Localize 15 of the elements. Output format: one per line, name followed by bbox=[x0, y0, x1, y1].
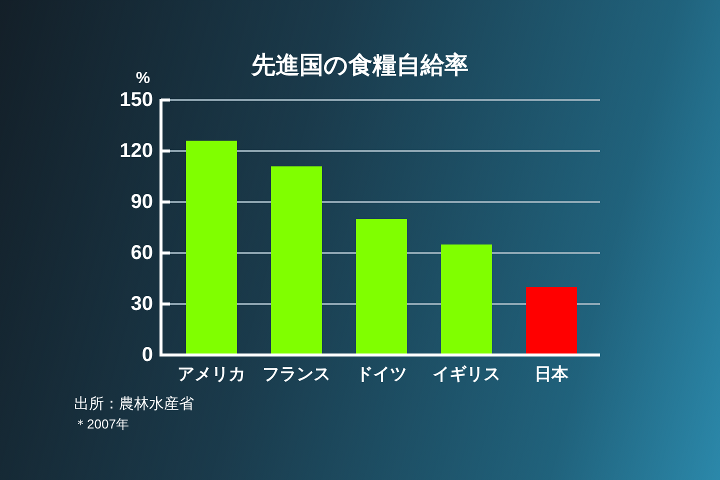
x-tick-label: 日本 bbox=[534, 364, 570, 384]
x-tick-label: フランス bbox=[262, 364, 330, 384]
y-tick-label: 0 bbox=[142, 344, 153, 366]
x-tick-label: アメリカ bbox=[178, 364, 246, 384]
y-tick-label: 30 bbox=[130, 293, 153, 315]
x-tick-label: ドイツ bbox=[356, 364, 407, 384]
chart-title: 先進国の食糧自給率 bbox=[250, 52, 468, 79]
text: 出所：農林水産省 bbox=[74, 396, 194, 412]
y-axis-title: % bbox=[136, 70, 150, 87]
x-tick-label: イギリス bbox=[432, 364, 500, 384]
y-tick-label: 90 bbox=[130, 191, 153, 213]
y-tick-label: 150 bbox=[120, 89, 153, 111]
text: ＊2007年 bbox=[74, 416, 129, 432]
y-tick-label: 60 bbox=[130, 242, 153, 264]
y-tick-label: 120 bbox=[120, 140, 153, 162]
